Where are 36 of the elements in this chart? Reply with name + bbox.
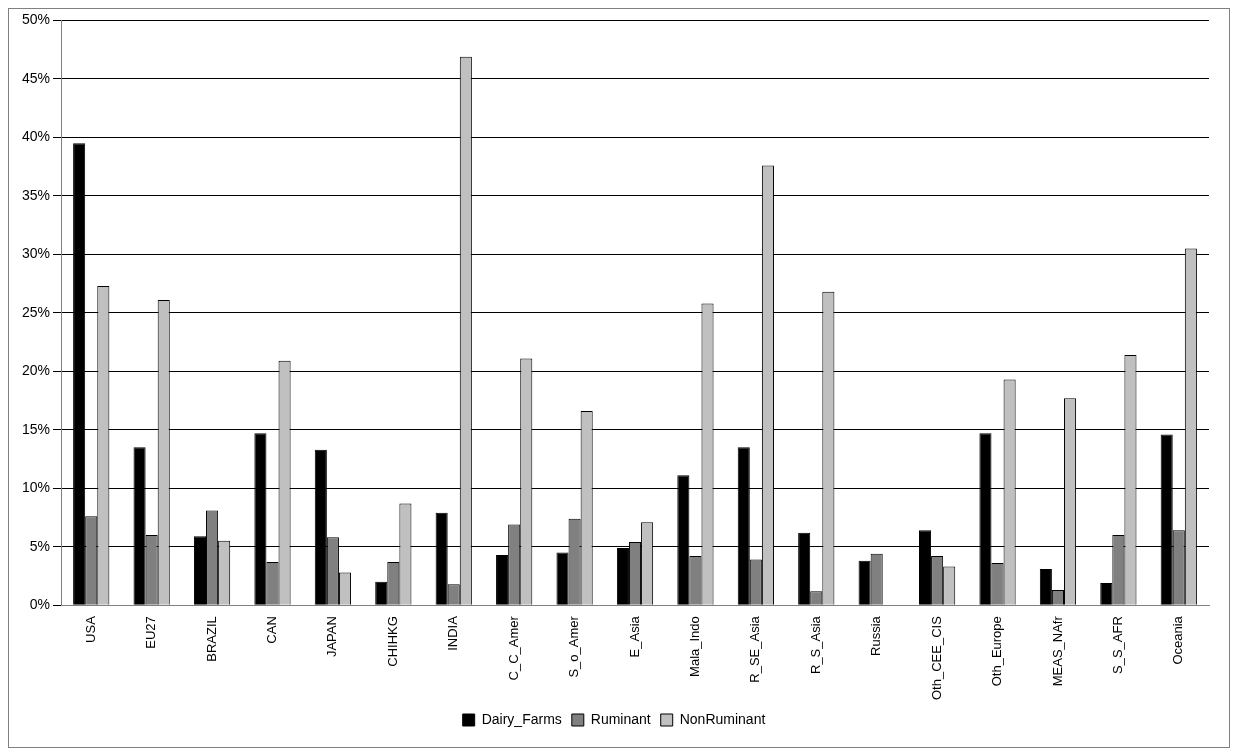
y-tick-label: 40% <box>21 128 51 145</box>
legend-label: NonRuminant <box>679 710 766 727</box>
legend-label: Dairy_Farms <box>481 710 562 727</box>
bar <box>375 581 388 605</box>
x-tick-label: Oth_Europe <box>989 616 1005 687</box>
x-tick-label: R_SE_Asia <box>747 615 763 683</box>
x-tick-label: E_Asia <box>626 615 642 658</box>
x-tick-label: Russia <box>868 615 884 656</box>
x-tick-label: S_S_AFR <box>1109 616 1125 674</box>
y-tick-label: 45% <box>21 69 51 86</box>
y-tick-label: 5% <box>29 537 51 554</box>
y-tick-label: 20% <box>21 362 51 379</box>
y-tick-label: 10% <box>21 479 51 496</box>
x-tick-label: CHIHKG <box>384 616 400 667</box>
y-tick-label: 25% <box>21 303 51 320</box>
x-tick-label: S_o_Amer <box>566 615 582 678</box>
x-tick-label: BRAZIL <box>203 616 219 662</box>
x-tick-label: Oceania <box>1170 615 1186 665</box>
x-tick-label: R_S_Asia <box>807 615 823 674</box>
x-tick-label: C_C_Amer <box>505 615 521 681</box>
bar <box>496 554 509 605</box>
y-tick-label: 0% <box>29 596 51 613</box>
x-tick-label: USA <box>82 615 98 643</box>
x-tick-label: Oth_CEE_CIS <box>928 615 944 701</box>
x-tick-label: CAN <box>264 616 280 644</box>
x-tick-label: EU27 <box>143 616 159 649</box>
x-tick-label: MEAS_NAfr <box>1049 615 1065 687</box>
y-tick-label: 35% <box>21 186 51 203</box>
x-tick-label: Mala_Indo <box>687 616 703 677</box>
y-tick-label: 30% <box>21 245 51 262</box>
x-tick-label: INDIA <box>445 615 461 651</box>
legend-label: Ruminant <box>590 710 651 727</box>
y-tick-label: 15% <box>21 420 51 437</box>
bar <box>1100 582 1113 605</box>
x-tick-label: JAPAN <box>324 616 340 658</box>
y-tick-label: 50% <box>21 11 51 28</box>
